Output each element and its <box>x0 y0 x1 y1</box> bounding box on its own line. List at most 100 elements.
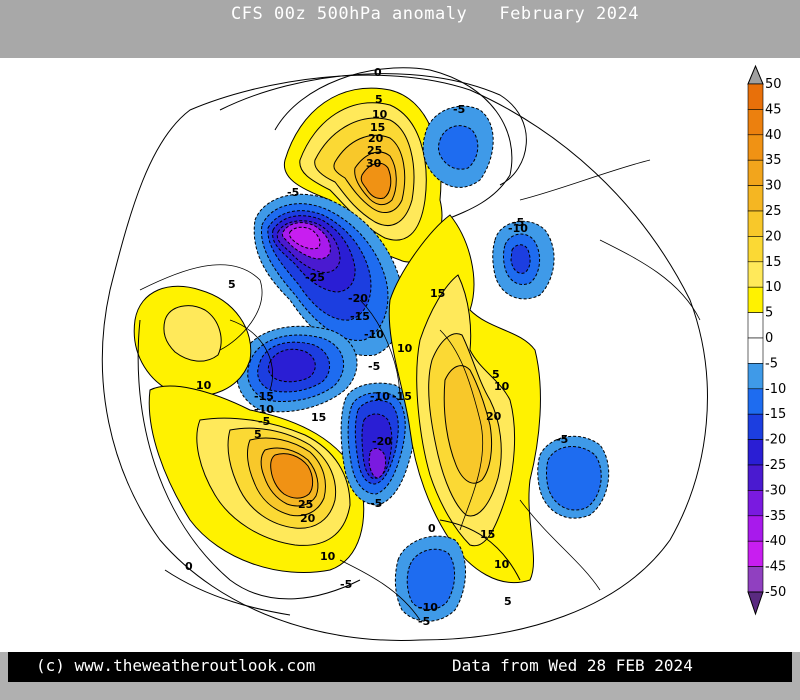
contour-label: -15 <box>254 390 274 403</box>
legend-label: -50 <box>765 585 786 600</box>
contour-label: -15 <box>350 310 370 323</box>
contour-label: 5 <box>228 278 236 291</box>
contour-label: 0 <box>374 66 382 79</box>
legend-label: 45 <box>765 102 782 117</box>
contour-label: 20 <box>368 132 384 145</box>
map-svg: 0 5 10 15 20 25 30 -5 -5 -10 -5 -25 -20 … <box>101 66 708 641</box>
contour-label: 10 <box>494 558 510 571</box>
contour-label: 20 <box>486 410 502 423</box>
contour-label: 10 <box>196 379 212 392</box>
pacific-ridge <box>274 67 513 263</box>
contour-label: -5 <box>418 615 430 628</box>
legend-swatch <box>747 185 764 212</box>
color-legend: 50 45 40 35 30 25 20 15 10 5 0 -5 -10 -15 -20 -25 -30 -35… <box>740 60 800 645</box>
contour-label: -20 <box>348 292 368 305</box>
legend-cap-top <box>747 64 764 85</box>
contour-label: 10 <box>320 550 336 563</box>
legend-swatch <box>747 566 764 593</box>
contour-label: -10 <box>370 390 390 403</box>
legend-swatch <box>747 261 764 288</box>
legend-swatch <box>747 388 764 415</box>
header-bar: CFS 00z 500hPa anomaly February 2024 <box>0 0 800 58</box>
map-title: CFS 00z 500hPa anomaly February 2024 <box>231 4 639 24</box>
legend-label: 5 <box>765 306 773 321</box>
legend-swatch <box>747 337 764 364</box>
legend-label: -25 <box>765 458 786 473</box>
legend-label: -20 <box>765 433 786 448</box>
legend-swatch <box>747 312 764 339</box>
mediterranean-trough <box>394 535 466 622</box>
pacific-trough <box>537 435 610 519</box>
legend-label: 20 <box>765 229 782 244</box>
legend-swatch <box>747 515 764 542</box>
legend-label: 10 <box>765 280 782 295</box>
contour-label: 10 <box>397 342 413 355</box>
canadian-vortex <box>253 193 405 357</box>
legend-swatch <box>747 540 764 567</box>
hudson-trough <box>236 325 358 413</box>
legend-label: -15 <box>765 407 786 422</box>
legend-swatch <box>747 490 764 517</box>
contour-label: 30 <box>366 157 382 170</box>
legend-swatch <box>747 236 764 263</box>
legend-swatch <box>747 439 764 466</box>
legend-label: 25 <box>765 204 782 219</box>
legend-svg: 50454035302520151050-5-10-15-20-25-30-35… <box>747 64 786 616</box>
data-date-text: Data from Wed 28 FEB 2024 <box>452 656 693 675</box>
contour-label: 20 <box>300 512 316 525</box>
legend-cap-bottom <box>747 591 764 616</box>
legend-label: -35 <box>765 509 786 524</box>
legend-label: -30 <box>765 483 786 498</box>
legend-label: 35 <box>765 153 782 168</box>
contour-label: -5 <box>340 578 352 591</box>
contour-label: 0 <box>428 522 436 535</box>
zero-contour <box>164 73 527 616</box>
legend-swatch <box>747 413 764 440</box>
contour-label: 15 <box>480 528 495 541</box>
legend-swatch <box>747 210 764 237</box>
anomaly-map: 0 5 10 15 20 25 30 -5 -5 -10 -5 -25 -20 … <box>0 58 745 652</box>
contour-label: -10 <box>418 601 438 614</box>
legend-label: -45 <box>765 560 786 575</box>
contour-label: 5 <box>375 93 383 106</box>
contour-label: 10 <box>372 108 388 121</box>
contour-labels: 0 5 10 15 20 25 30 -5 -5 -10 -5 -25 -20 … <box>185 66 568 628</box>
atlantic-ridge <box>137 319 365 600</box>
contour-label: 25 <box>367 144 382 157</box>
contour-label: 15 <box>370 121 385 134</box>
contour-label: -5 <box>287 186 299 199</box>
contour-label: 5 <box>504 595 512 608</box>
contour-label: 15 <box>311 411 326 424</box>
contour-label: 5 <box>254 428 262 441</box>
contour-label: 25 <box>298 498 313 511</box>
contour-label: -5 <box>512 216 524 229</box>
contour-label: -5 <box>368 360 380 373</box>
contour-label: 5 <box>492 368 500 381</box>
copyright-text: (c) www.theweatheroutlook.com <box>36 656 316 675</box>
contour-label: -5 <box>556 433 568 446</box>
legend-swatch <box>747 286 764 313</box>
legend-swatch <box>747 83 764 110</box>
eurasia-ridge <box>388 214 541 584</box>
contour-label: -10 <box>254 403 274 416</box>
contour-label: -5 <box>370 497 382 510</box>
legend-swatch <box>747 464 764 491</box>
legend-swatch <box>747 159 764 186</box>
contour-label: 10 <box>494 380 510 393</box>
contour-label: -10 <box>508 222 528 235</box>
legend-label: 40 <box>765 128 782 143</box>
us-ridge <box>133 285 252 397</box>
contour-label: -15 <box>392 390 412 403</box>
coastlines <box>139 159 701 621</box>
legend-label: 15 <box>765 255 782 270</box>
legend-swatch <box>747 363 764 390</box>
footer-bar: (c) www.theweatheroutlook.com Data from … <box>0 652 800 700</box>
contour-label: -5 <box>453 103 465 116</box>
contour-label: -20 <box>372 435 392 448</box>
legend-label: 50 <box>765 77 782 92</box>
contour-label: -10 <box>364 328 384 341</box>
legend-label: -10 <box>765 382 786 397</box>
contour-label: -5 <box>258 415 270 428</box>
legend-label: -5 <box>765 356 778 371</box>
legend-label: 0 <box>765 331 773 346</box>
